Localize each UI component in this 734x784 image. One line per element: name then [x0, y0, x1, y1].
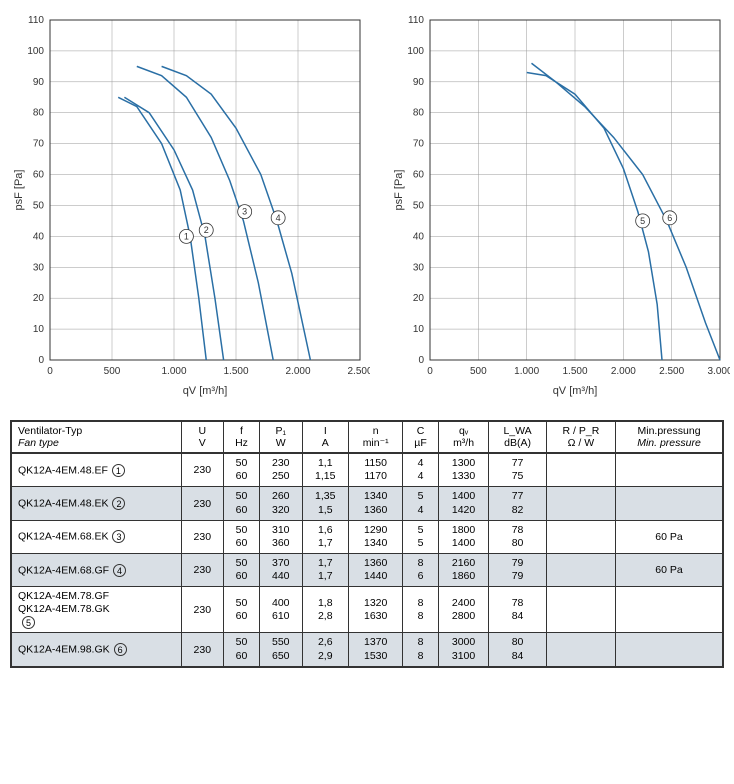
fan-type-cell: QK12A-4EM.78.GFQK12A-4EM.78.GK5	[11, 587, 181, 633]
svg-text:5: 5	[640, 216, 645, 226]
svg-text:2.500: 2.500	[347, 366, 370, 377]
svg-text:0: 0	[418, 355, 424, 366]
svg-text:0: 0	[47, 366, 53, 377]
svg-text:40: 40	[413, 231, 425, 242]
svg-text:90: 90	[413, 77, 425, 88]
table-row: QK12A-4EM.68.GF423050603704401,71,713601…	[11, 553, 723, 586]
table-header-cell: CµF	[403, 421, 438, 453]
svg-text:0: 0	[427, 366, 433, 377]
svg-text:2.000: 2.000	[285, 366, 310, 377]
fan-data-table: Ventilator-TypFan typeUVfHzP₁WIAnmin⁻¹Cµ…	[10, 420, 724, 668]
svg-text:10: 10	[33, 324, 45, 335]
svg-text:60: 60	[33, 170, 45, 181]
svg-text:1: 1	[184, 231, 189, 241]
table-row: QK12A-4EM.48.EF123050602302501,11,151150…	[11, 453, 723, 487]
fan-index-circle: 4	[113, 564, 126, 577]
chart-left: 0 500 1.000 1.500 2.000 2.500 0 10 20 30 40 50 60 70 8…	[10, 10, 370, 400]
fan-index-circle: 3	[112, 530, 125, 543]
charts-row: 05001.0001.5002.0002.5000102030405060708…	[10, 10, 724, 400]
svg-text:1.500: 1.500	[562, 366, 587, 377]
table-row: QK12A-4EM.68.EK323050603103601,61,712901…	[11, 520, 723, 553]
svg-text:110: 110	[408, 15, 424, 26]
svg-text:qV [m³/h]: qV [m³/h]	[183, 385, 228, 397]
svg-text:1.000: 1.000	[161, 366, 186, 377]
svg-text:50: 50	[413, 200, 425, 211]
svg-text:0: 0	[38, 355, 44, 366]
svg-text:1.500: 1.500	[223, 366, 248, 377]
table-header-cell: fHz	[224, 421, 260, 453]
svg-text:20: 20	[413, 293, 425, 304]
table-header-cell: nmin⁻¹	[349, 421, 403, 453]
fan-index-circle: 5	[22, 616, 35, 629]
table-header-cell: Ventilator-TypFan type	[11, 421, 181, 453]
chart-right-svg: 0 500 1.000 1.500 2.000 2.500 3.000 0 10 20 30 40 50…	[390, 10, 730, 400]
fan-index-circle: 2	[112, 497, 125, 510]
chart-right: 0 500 1.000 1.500 2.000 2.500 3.000 0 10 20 30 40 50…	[390, 10, 730, 400]
svg-text:500: 500	[104, 366, 121, 377]
svg-text:3: 3	[242, 207, 247, 217]
fan-index-circle: 6	[114, 643, 127, 656]
table-row: QK12A-4EM.98.GK623050605506502,62,913701…	[11, 633, 723, 667]
svg-text:50: 50	[33, 200, 45, 211]
fan-type-cell: QK12A-4EM.48.EK2	[11, 487, 181, 520]
svg-text:100: 100	[407, 46, 424, 57]
svg-text:2.000: 2.000	[611, 366, 636, 377]
svg-text:4: 4	[276, 213, 281, 223]
svg-text:70: 70	[413, 139, 425, 150]
svg-text:90: 90	[33, 77, 45, 88]
chart-left-svg: 0 500 1.000 1.500 2.000 2.500 0 10 20 30 40 50 60 70 8…	[10, 10, 370, 400]
table-row: QK12A-4EM.48.EK223050602603201,351,51340…	[11, 487, 723, 520]
svg-text:60: 60	[413, 170, 425, 181]
svg-text:qV [m³/h]: qV [m³/h]	[553, 385, 598, 397]
fan-index-circle: 1	[112, 464, 125, 477]
svg-text:110: 110	[28, 15, 44, 26]
table-header-cell: L_WAdB(A)	[489, 421, 546, 453]
table-header-cell: UV	[181, 421, 224, 453]
table-header-cell: R / P_RΩ / W	[546, 421, 615, 453]
fan-type-cell: QK12A-4EM.68.GF4	[11, 553, 181, 586]
fan-type-cell: QK12A-4EM.68.EK3	[11, 520, 181, 553]
table-header-cell: P₁W	[260, 421, 303, 453]
svg-text:psF [Pa]: psF [Pa]	[393, 170, 405, 211]
svg-text:100: 100	[27, 46, 44, 57]
svg-text:6: 6	[667, 213, 672, 223]
svg-text:30: 30	[413, 262, 425, 273]
table-header-row: Ventilator-TypFan typeUVfHzP₁WIAnmin⁻¹Cµ…	[11, 421, 723, 453]
table-row: QK12A-4EM.78.GFQK12A-4EM.78.GK5230506040…	[11, 587, 723, 633]
svg-text:500: 500	[470, 366, 487, 377]
svg-text:10: 10	[413, 324, 425, 335]
table-header-cell: IA	[302, 421, 349, 453]
svg-text:30: 30	[33, 262, 45, 273]
table-header-cell: qᵥm³/h	[438, 421, 489, 453]
svg-text:70: 70	[33, 139, 45, 150]
svg-text:20: 20	[33, 293, 45, 304]
svg-text:80: 80	[33, 108, 45, 119]
fan-type-cell: QK12A-4EM.98.GK6	[11, 633, 181, 667]
svg-text:80: 80	[413, 108, 425, 119]
table-header-cell: Min.pressungMin. pressure	[616, 421, 723, 453]
svg-text:2: 2	[204, 225, 209, 235]
svg-text:2.500: 2.500	[659, 366, 684, 377]
svg-text:40: 40	[33, 231, 45, 242]
svg-text:psF [Pa]: psF [Pa]	[13, 170, 25, 211]
svg-text:3.000: 3.000	[707, 366, 730, 377]
table-body: QK12A-4EM.48.EF123050602302501,11,151150…	[11, 453, 723, 667]
svg-text:1.000: 1.000	[514, 366, 539, 377]
fan-type-cell: QK12A-4EM.48.EF1	[11, 453, 181, 487]
